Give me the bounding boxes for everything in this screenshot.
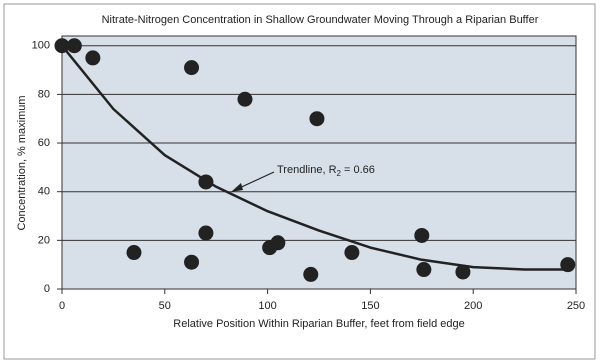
y-tick-label: 40 bbox=[38, 186, 50, 198]
y-tick-label: 20 bbox=[38, 234, 50, 246]
x-tick-label: 200 bbox=[464, 300, 482, 312]
x-tick-label: 50 bbox=[159, 300, 171, 312]
x-tick-label: 100 bbox=[258, 300, 276, 312]
x-tick-label: 150 bbox=[361, 300, 379, 312]
annotation-subscript: 2 bbox=[337, 169, 342, 178]
y-axis-label: Concentration, % maximum bbox=[16, 95, 28, 230]
annotation-suffix: = 0.66 bbox=[341, 164, 375, 176]
y-tick-label: 100 bbox=[32, 40, 50, 52]
point bbox=[198, 174, 214, 190]
trendline bbox=[61, 44, 566, 271]
y-tick-label: 80 bbox=[38, 88, 50, 100]
y-tick-label: 0 bbox=[44, 283, 50, 295]
point bbox=[416, 262, 432, 278]
point bbox=[309, 111, 325, 127]
annotation-text: Trendline, R bbox=[277, 164, 337, 176]
point bbox=[184, 60, 200, 76]
point bbox=[66, 38, 82, 54]
point bbox=[85, 50, 101, 66]
point bbox=[184, 254, 200, 270]
plot-area bbox=[61, 35, 577, 290]
point bbox=[270, 235, 286, 251]
annotation-arrowhead bbox=[231, 183, 243, 192]
annotation: Trendline, R2 = 0.66 bbox=[277, 164, 375, 178]
x-tick-label: 0 bbox=[59, 300, 65, 312]
point bbox=[560, 257, 576, 273]
x-tick-label: 250 bbox=[567, 300, 585, 312]
point bbox=[303, 266, 319, 282]
point bbox=[126, 245, 142, 261]
point bbox=[414, 227, 430, 243]
x-axis-label: Relative Position Within Riparian Buffer… bbox=[173, 318, 464, 330]
point bbox=[455, 264, 471, 280]
y-tick-label: 60 bbox=[38, 137, 50, 149]
point bbox=[344, 245, 360, 261]
chart-title: Nitrate-Nitrogen Concentration in Shallo… bbox=[102, 14, 539, 26]
point bbox=[198, 225, 214, 241]
point bbox=[54, 38, 70, 54]
point bbox=[237, 91, 253, 107]
